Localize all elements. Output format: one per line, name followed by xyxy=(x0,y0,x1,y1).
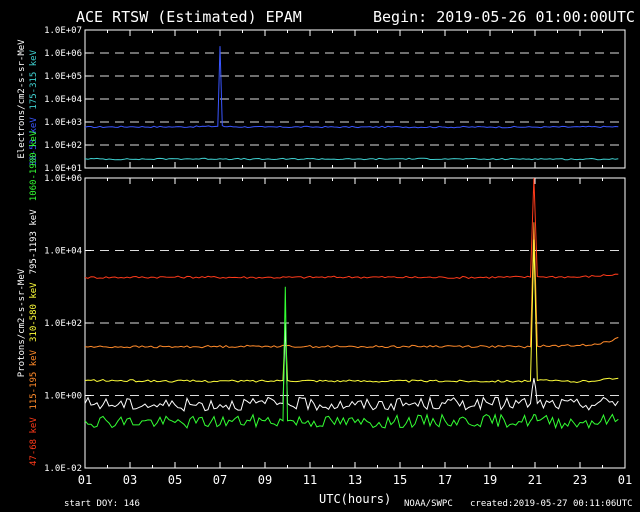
x-tick-label: 17 xyxy=(438,473,452,487)
series-label: 115-195 keV xyxy=(29,349,39,409)
series-label: 310-580 keV xyxy=(29,282,39,342)
y-tick-label: 1.0E+02 xyxy=(44,319,82,329)
x-tick-label: 01 xyxy=(618,473,632,487)
x-tick-label: 19 xyxy=(483,473,497,487)
y-tick-label: 1.0E+06 xyxy=(44,49,82,59)
series-line xyxy=(84,239,619,384)
y-tick-label: 1.0E+04 xyxy=(44,247,82,257)
series-line xyxy=(84,46,619,129)
x-tick-label: 09 xyxy=(258,473,272,487)
y-tick-label: 1.0E+01 xyxy=(44,164,82,174)
series-line xyxy=(84,286,619,430)
y-axis-label: Protons/cm2-s-sr-MeV xyxy=(17,268,27,377)
series-line xyxy=(84,177,619,280)
proton-panel: 1.0E-02 1.0E+00 1.0E+02 1.0E+04 1.0E+06 01 03 0… xyxy=(17,130,632,487)
created-label: created:2019-05-27 00:11:06UTC xyxy=(470,499,633,509)
y-tick-label: 1.0E+02 xyxy=(44,141,82,151)
y-tick-label: 1.0E+00 xyxy=(44,392,82,402)
series-line xyxy=(84,322,619,412)
x-tick-label: 01 xyxy=(78,473,92,487)
start-doy-label: start DOY: 146 xyxy=(64,499,140,509)
x-tick-label: 13 xyxy=(348,473,362,487)
x-tick-label: 21 xyxy=(528,473,542,487)
x-tick-label: 15 xyxy=(393,473,407,487)
y-tick-label: 1.0E+03 xyxy=(44,118,82,128)
y-axis-label: Electrons/cm2-s-sr-MeV xyxy=(17,39,27,159)
electron-panel: 1.0E+01 1.0E+02 1.0E+03 1.0E+04 1.0E+05 1.0E+… xyxy=(17,26,626,174)
x-tick-label: 03 xyxy=(123,473,137,487)
y-tick-label: 1.0E+04 xyxy=(44,95,82,105)
chart-title: ACE RTSW (Estimated) EPAM xyxy=(76,8,302,26)
series-label: 1060-1900 keV xyxy=(29,130,39,201)
x-tick-label: 05 xyxy=(168,473,182,487)
source-label: NOAA/SWPC xyxy=(404,499,453,509)
x-axis-label: UTC(hours) xyxy=(319,492,391,506)
x-tick-label: 23 xyxy=(573,473,587,487)
y-tick-label: 1.0E+05 xyxy=(44,72,82,82)
series-label: 38-53 keV xyxy=(29,117,39,166)
series-line xyxy=(84,157,619,161)
begin-time: Begin: 2019-05-26 01:00:00UTC xyxy=(373,8,635,26)
y-tick-label: 1.0E+07 xyxy=(44,26,82,36)
x-tick-label: 11 xyxy=(303,473,317,487)
series-label: 795-1193 keV xyxy=(29,209,39,275)
series-label: 47-68 keV xyxy=(29,417,39,466)
series-label: 175-315 keV xyxy=(29,49,39,109)
y-tick-label: 1.0E-02 xyxy=(44,464,82,474)
y-tick-label: 1.0E+06 xyxy=(44,174,82,184)
series-line xyxy=(84,222,619,349)
x-tick-label: 07 xyxy=(213,473,227,487)
